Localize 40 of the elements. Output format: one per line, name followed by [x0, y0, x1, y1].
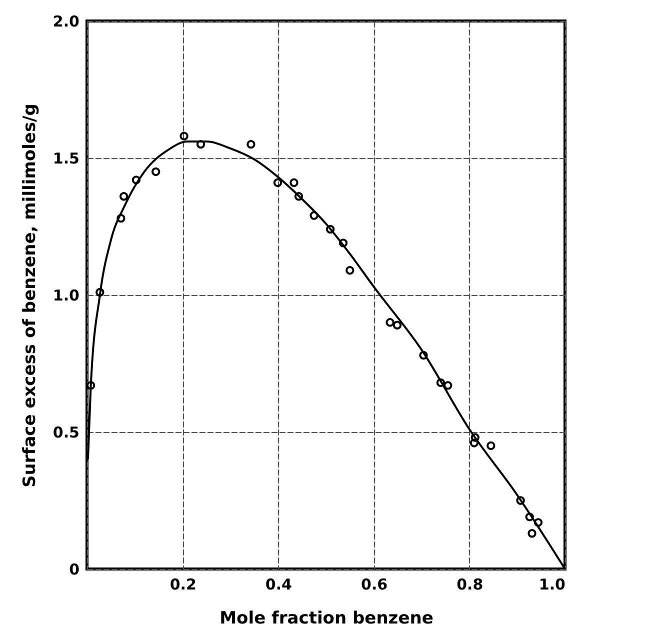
point: [486, 441, 496, 450]
point: [534, 518, 543, 527]
point: [132, 176, 141, 184]
point: [273, 178, 282, 188]
point: [180, 132, 188, 140]
x-tick-label: 0.2: [170, 576, 196, 594]
point: [392, 320, 402, 330]
point: [525, 512, 534, 522]
x-tick-label: 0.4: [265, 576, 292, 594]
y-axis-title: Surface excess of benzene, millimoles/g: [20, 104, 40, 488]
y-tick-label: 2.0: [52, 12, 80, 30]
point: [419, 350, 428, 360]
point: [386, 318, 394, 327]
point: [528, 529, 536, 538]
x-tick-label: 1.0: [538, 576, 566, 594]
point: [116, 214, 126, 223]
point: [326, 224, 335, 234]
point: [444, 381, 452, 390]
x-tick-label: 0.6: [361, 576, 388, 594]
point: [196, 140, 206, 149]
point: [338, 238, 348, 248]
y-tick-label: 0: [69, 560, 80, 578]
x-axis-title: Mole fraction benzene: [220, 608, 434, 628]
point: [86, 381, 96, 390]
point: [436, 378, 446, 388]
point: [516, 496, 525, 505]
point: [96, 288, 104, 297]
point: [346, 266, 354, 275]
point: [246, 140, 256, 149]
point: [470, 433, 480, 442]
point: [294, 192, 304, 201]
point: [151, 167, 160, 176]
point: [119, 192, 128, 201]
point: [290, 178, 298, 188]
x-tick-label: 0.8: [456, 576, 484, 594]
point: [470, 438, 479, 448]
point: [310, 211, 318, 220]
y-tick-label: 1.0: [52, 286, 80, 304]
y-tick-label: 1.5: [52, 150, 80, 168]
y-tick-label: 0.5: [52, 424, 80, 442]
